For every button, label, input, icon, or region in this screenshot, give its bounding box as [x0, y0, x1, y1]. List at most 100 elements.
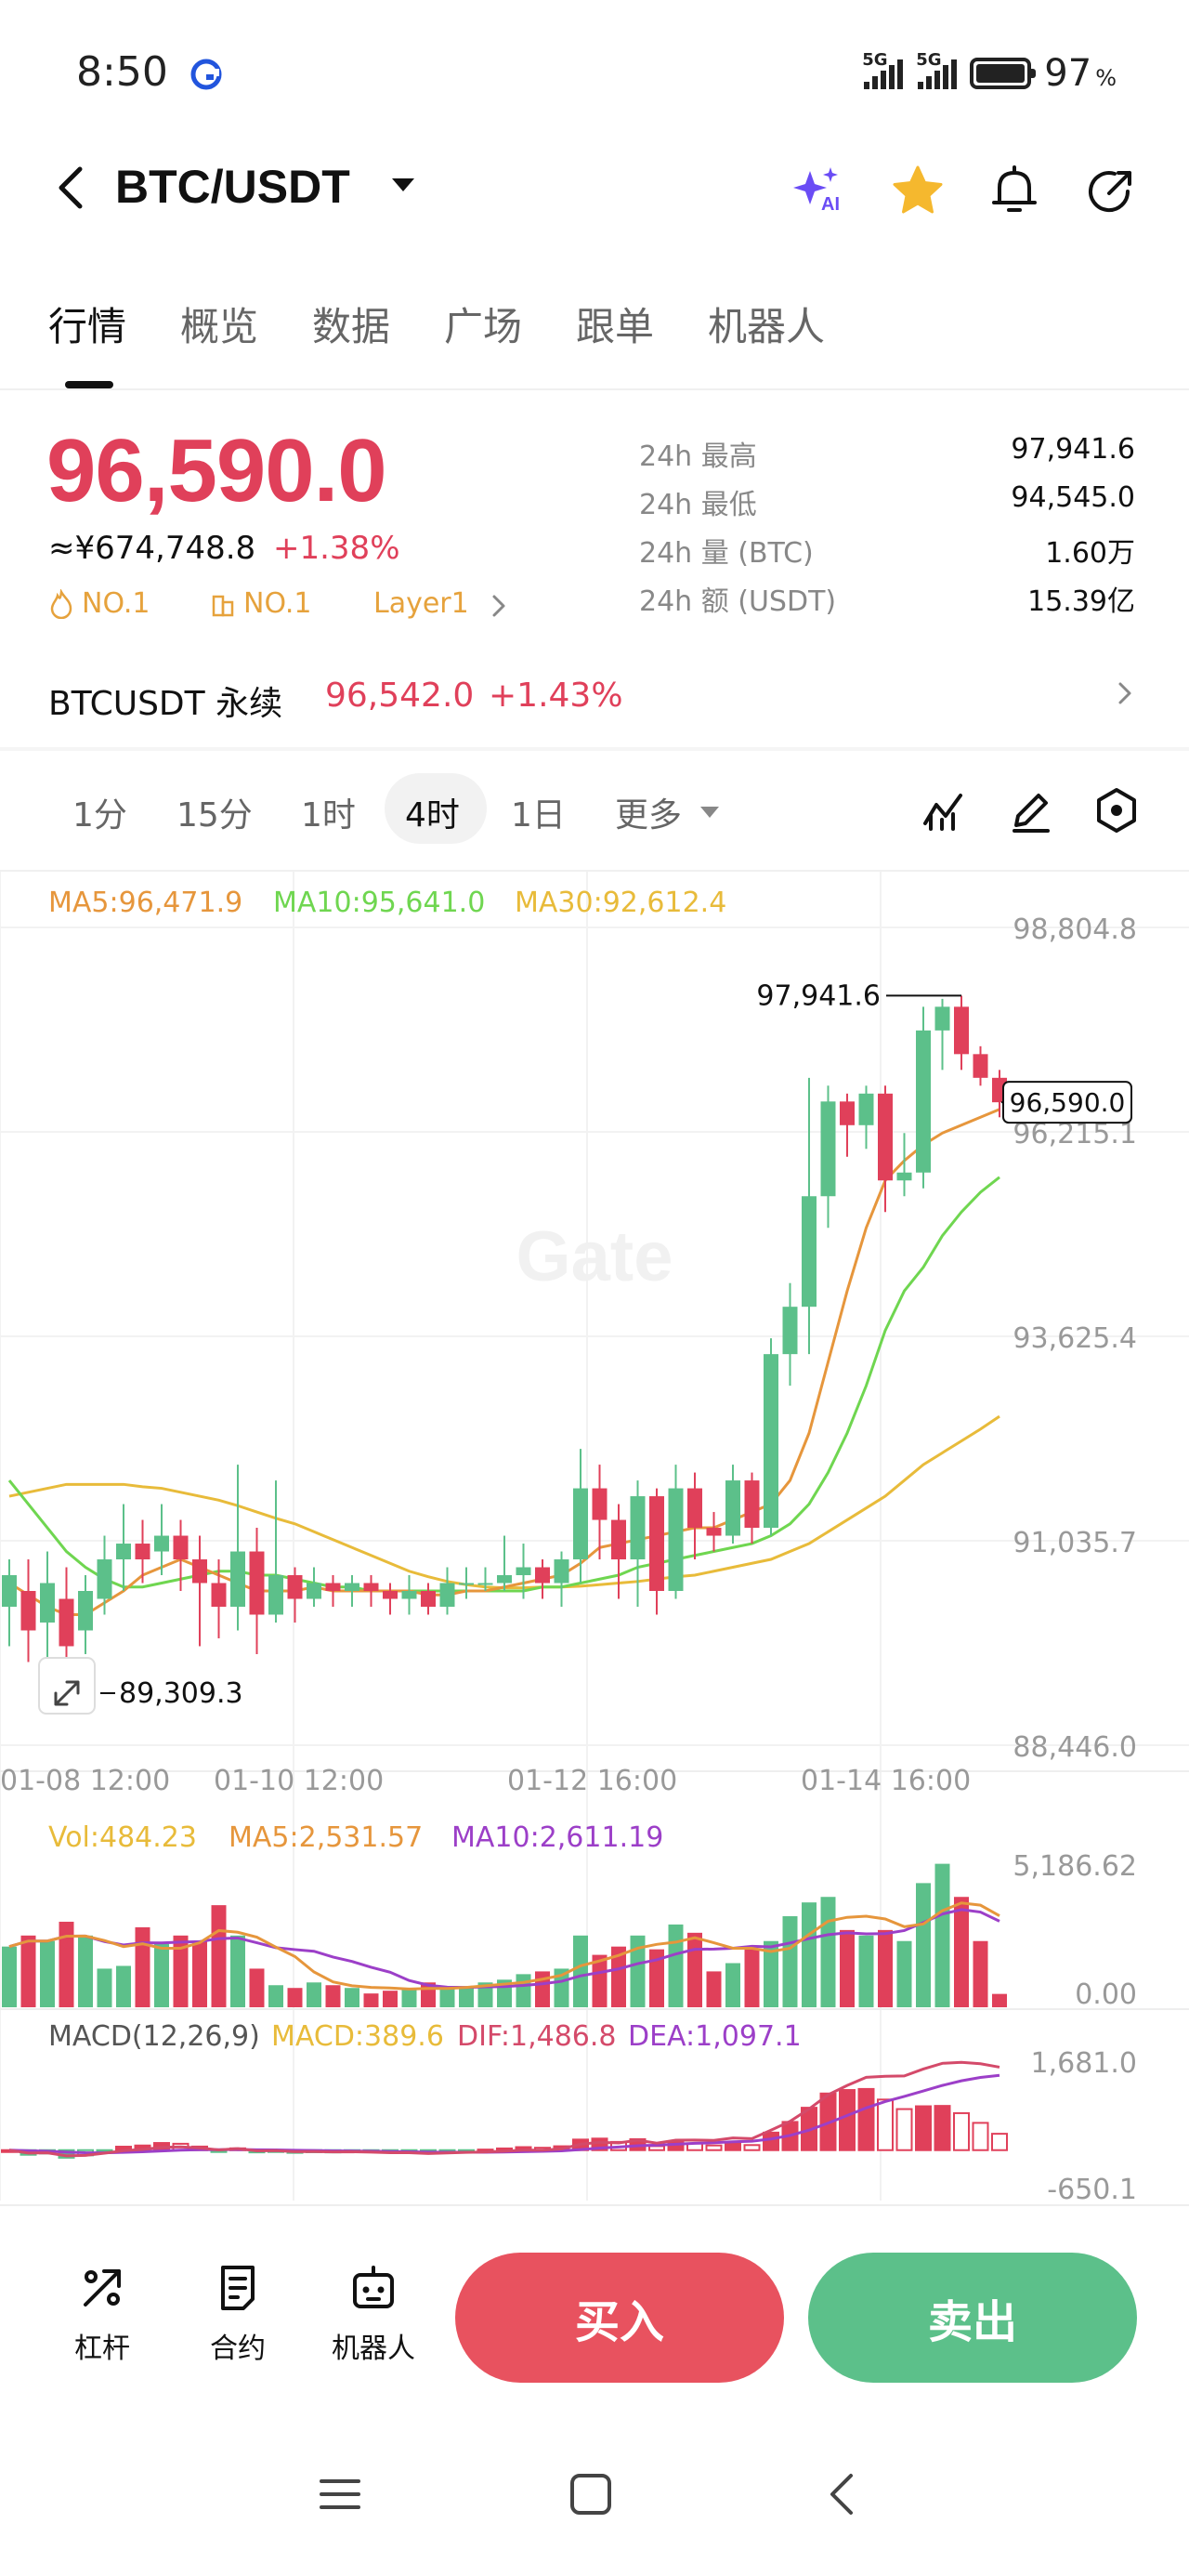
chart-settings-icon[interactable]	[1092, 786, 1141, 835]
contract-button[interactable]: 合约	[182, 2262, 294, 2366]
tab-data[interactable]: 数据	[312, 304, 391, 349]
volume-bar	[211, 1905, 227, 2007]
tab-overview[interactable]: 概览	[180, 304, 259, 349]
volume-bar	[307, 1982, 321, 2007]
volume-bar	[268, 1985, 283, 2007]
volume-bar	[649, 1949, 664, 2007]
star-icon[interactable]	[888, 162, 947, 221]
sell-button[interactable]: 卖出	[808, 2253, 1137, 2383]
interval-1d[interactable]: 1日	[511, 796, 566, 835]
macd-histogram-bar	[763, 2131, 779, 2151]
volume-bar	[287, 1988, 303, 2007]
pair-selector[interactable]: BTC/USDT	[115, 161, 350, 213]
robot-icon	[353, 2266, 394, 2308]
expand-arrows-icon	[54, 1680, 80, 1706]
candle-body	[307, 1583, 321, 1599]
volume-bar	[954, 1897, 969, 2007]
menu-icon[interactable]	[316, 2470, 364, 2518]
more-caret-icon[interactable]	[700, 807, 719, 818]
volume-bar	[896, 1940, 912, 2007]
candle-body	[973, 1054, 988, 1078]
status-bar: 8:50 5G 5G 97 %	[0, 0, 1189, 139]
volume-bar	[477, 1982, 493, 2007]
nav-back-icon[interactable]	[819, 2470, 868, 2518]
volume-bar	[630, 1935, 646, 2007]
battery-icon	[970, 58, 1037, 89]
volume-bar	[249, 1968, 265, 2007]
tab-copy-trading[interactable]: 跟单	[576, 304, 655, 349]
share-icon[interactable]	[1081, 162, 1141, 221]
candle-body	[20, 1591, 36, 1631]
stat-value-high: 97,941.6	[1011, 433, 1135, 466]
interval-1h[interactable]: 1时	[301, 796, 356, 835]
indicator-icon[interactable]	[920, 786, 968, 835]
volume-bar	[345, 1988, 359, 2007]
y-tick-label: 93,625.4	[1013, 1322, 1137, 1355]
dif-line	[8, 2060, 1000, 2158]
tab-market[interactable]: 行情	[48, 304, 127, 349]
candle-body	[840, 1101, 855, 1125]
volume-bar	[973, 1940, 988, 2007]
interval-1m[interactable]: 1分	[72, 796, 127, 835]
macd-histogram-bar	[743, 2144, 761, 2151]
candle-body	[611, 1519, 626, 1560]
interval-4h[interactable]: 4时	[405, 796, 460, 835]
header: BTC/USDT AI	[0, 139, 1189, 242]
macd-histogram-bar	[839, 2089, 856, 2151]
draw-pen-icon[interactable]	[1007, 786, 1055, 835]
candle-body	[934, 1006, 950, 1031]
candle-body	[59, 1598, 74, 1647]
volume-bar	[782, 1916, 798, 2007]
pair-dropdown-caret-icon[interactable]	[392, 178, 414, 191]
leverage-button[interactable]: 杠杆	[46, 2262, 158, 2366]
flame-icon	[50, 588, 72, 619]
ma30-legend: MA30:92,612.4	[515, 887, 727, 919]
chevron-right-icon[interactable]	[487, 591, 509, 621]
interval-15m[interactable]: 15分	[176, 796, 253, 835]
interval-more[interactable]: 更多	[615, 796, 683, 835]
home-icon[interactable]	[567, 2470, 615, 2518]
marketcap-rank-label: NO.1	[243, 587, 312, 620]
candle-body	[706, 1528, 722, 1536]
macd-title: MACD(12,26,9)	[48, 2020, 260, 2053]
candle-body	[78, 1591, 93, 1631]
robot-button[interactable]: 机器人	[318, 2262, 429, 2366]
candle-body	[363, 1583, 379, 1592]
candle-body	[725, 1480, 740, 1536]
perpetual-row[interactable]: BTCUSDT 永续 96,542.0 +1.43%	[0, 662, 1189, 740]
back-icon[interactable]	[45, 158, 100, 217]
contract-label: 合约	[210, 2333, 266, 2365]
volume-bar	[687, 1932, 702, 2007]
buy-button[interactable]: 买入	[455, 2253, 784, 2383]
perpetual-price: 96,542.0	[325, 677, 475, 715]
volume-ma10-legend: MA10:2,611.19	[451, 1821, 664, 1854]
ai-sparkle-icon[interactable]: AI	[790, 162, 849, 221]
candle-body	[459, 1583, 474, 1585]
last-price-tag: 96,590.0	[1010, 1087, 1126, 1118]
sector-tag[interactable]: Layer1	[373, 587, 469, 620]
bell-icon[interactable]	[985, 162, 1044, 221]
macd-histogram-bar	[877, 2098, 894, 2151]
last-price-box	[1002, 1081, 1132, 1124]
candle-body	[649, 1496, 664, 1592]
tab-square[interactable]: 广场	[444, 304, 523, 349]
volume-bar	[764, 1940, 778, 2007]
volume-bar	[154, 1943, 169, 2007]
volume-bar	[97, 1968, 112, 2007]
chart-grid	[0, 872, 1189, 2201]
stat-label-turnover: 24h 额 (USDT)	[639, 585, 837, 618]
volume-y-tick-label: 0.00	[1075, 1978, 1137, 2011]
hot-rank-tag[interactable]: NO.1	[48, 587, 150, 620]
stat-label-low: 24h 最低	[639, 489, 757, 521]
volume-panel: 5,186.62 0.00	[2, 1850, 1137, 2011]
building-icon	[212, 595, 234, 616]
volume-ma10-line	[8, 1908, 1000, 1990]
candlestick-chart[interactable]: Gate 98,804.896,215.193,625.491,035.788,…	[0, 872, 1189, 2201]
macd-histogram-bar	[895, 2108, 913, 2151]
marketcap-rank-tag[interactable]: NO.1	[210, 587, 311, 620]
y-tick-label: 98,804.8	[1013, 913, 1137, 946]
divider	[0, 747, 1189, 751]
x-tick-label: 01-08 12:00	[0, 1765, 170, 1797]
y-tick-label: 91,035.7	[1013, 1527, 1137, 1559]
tab-robot[interactable]: 机器人	[708, 304, 826, 349]
